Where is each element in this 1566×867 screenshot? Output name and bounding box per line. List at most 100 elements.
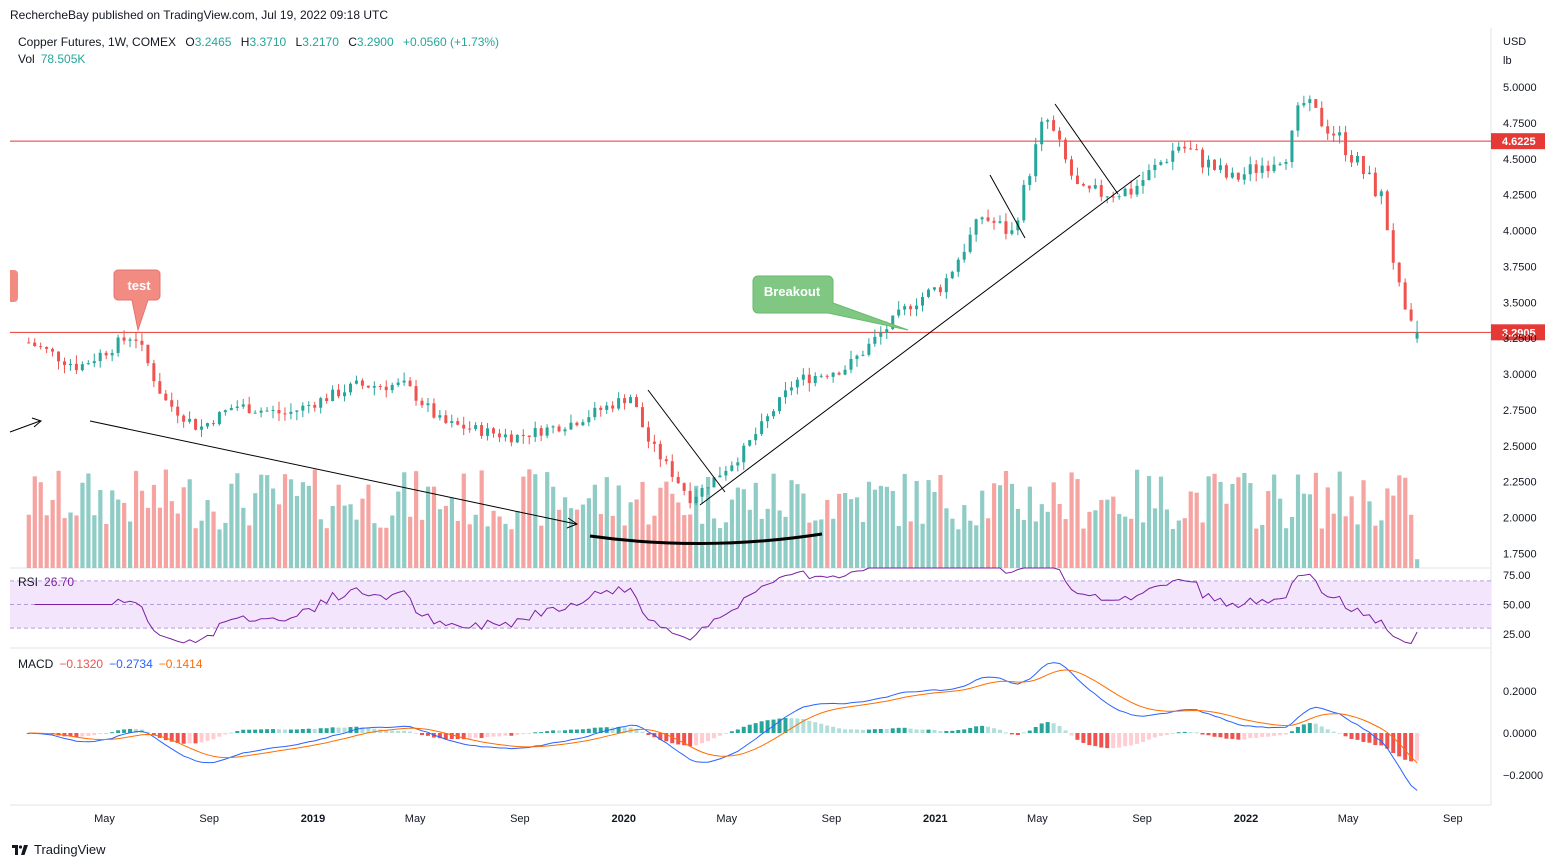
macd-histogram-bar [1343, 733, 1348, 737]
volume-bar [1105, 499, 1110, 568]
volume-bar [235, 473, 240, 568]
macd-histogram-bar [574, 729, 579, 733]
volume-bar [56, 470, 61, 568]
volume-bar [360, 498, 365, 568]
candle-body [1320, 107, 1324, 127]
candle-body [1087, 185, 1091, 189]
candle-body [742, 445, 746, 463]
small-arrow-line [9, 420, 41, 433]
time-tick-label: 2019 [301, 813, 325, 825]
macd-histogram-bar [1379, 733, 1384, 746]
candle-body [736, 462, 740, 466]
price-tick-label: 4.7500 [1503, 118, 1537, 130]
price-tick-label: 2.5000 [1503, 441, 1537, 453]
candle-body [515, 434, 519, 443]
macd-histogram-bar [1415, 733, 1420, 761]
volume-bar [443, 505, 449, 568]
macd-histogram-bar [181, 733, 186, 744]
macd-histogram-bar [282, 729, 287, 733]
candle-body [974, 219, 978, 235]
macd-histogram-bar [1278, 733, 1283, 736]
volume-bar [825, 499, 830, 568]
volume-bar [330, 505, 335, 568]
candle-body [813, 376, 817, 384]
macd-histogram-bar [300, 728, 305, 733]
candle-body [68, 363, 72, 366]
macd-histogram-bar [920, 729, 925, 733]
price-tick-label: 2.7500 [1503, 405, 1537, 417]
candle-body [569, 422, 573, 430]
macd-histogram-bar [1224, 733, 1229, 739]
candle-body [497, 433, 501, 438]
candle-body [366, 385, 370, 388]
macd-histogram-bar [837, 728, 842, 733]
candle-body [33, 342, 37, 347]
candle-body [551, 426, 555, 428]
macd-histogram-bar [1152, 733, 1157, 738]
volume-bar [354, 519, 359, 568]
macd-histogram-bar [122, 729, 127, 733]
candle-body [944, 278, 948, 293]
volume-bar [509, 529, 514, 568]
candle-body [1248, 164, 1252, 175]
candle-body [795, 379, 799, 388]
volume-bar [449, 497, 454, 568]
volume-bar [741, 489, 746, 568]
candle-body [1111, 196, 1115, 198]
candle-body [855, 355, 859, 359]
volume-bar [1140, 522, 1146, 568]
candle-body [1010, 230, 1014, 234]
volume-bar [318, 519, 323, 568]
volume-bar [1129, 518, 1134, 568]
drawings[interactable]: test Breakout [9, 103, 1141, 545]
volume-bar [1379, 520, 1384, 568]
macd-histogram-bar [330, 727, 335, 733]
candle-body [825, 375, 829, 377]
footer[interactable]: TradingView [12, 842, 106, 857]
candle-body [80, 364, 84, 371]
macd-histogram-bar [425, 733, 430, 736]
volume-bar [133, 470, 139, 568]
volume-bar [664, 481, 669, 568]
volume-bar [229, 483, 234, 568]
volume-bar [265, 475, 270, 568]
candle-body [921, 296, 925, 306]
macd-histogram-bar [741, 726, 746, 733]
price-tick-label: 4.2500 [1503, 190, 1537, 202]
macd-histogram-bar [187, 733, 192, 744]
macd-histogram-bar [235, 731, 240, 733]
macd-histogram-bar [562, 730, 567, 733]
volume-bar [1033, 521, 1038, 568]
time-tick-label: May [1338, 813, 1359, 825]
volume-bar [688, 514, 693, 568]
macd-histogram-bar [1403, 733, 1408, 760]
volume-bar [1260, 525, 1265, 568]
volume-bar [1224, 503, 1229, 568]
macd-histogram-bar [1164, 733, 1169, 735]
volume-bar [872, 489, 878, 568]
macd-histogram-bar [914, 729, 919, 733]
volume-bar [1236, 477, 1241, 568]
volume-bar [1349, 496, 1354, 568]
candle-body [182, 415, 186, 422]
macd-histogram-bar [354, 726, 359, 733]
volume-bar [1397, 475, 1402, 568]
macd-histogram-bar [1033, 726, 1038, 733]
vol-label: Vol [18, 52, 35, 66]
macd-histogram-bar [1075, 733, 1080, 740]
macd-histogram-bar [467, 733, 472, 739]
candle-body [1361, 156, 1365, 174]
macd-histogram-bar [890, 728, 895, 733]
volume-bar [1230, 484, 1235, 568]
macd-histogram-bar [1105, 733, 1110, 749]
candle-body [533, 428, 537, 438]
candle-body [754, 434, 758, 441]
rsi-band [10, 580, 1491, 629]
breakout-callout-label: Breakout [764, 284, 821, 299]
candle-body [992, 220, 996, 223]
macd-histogram-bar [938, 731, 943, 733]
macd-histogram-bar [265, 729, 270, 733]
candle-body [438, 415, 442, 418]
volume-bar [890, 490, 895, 568]
